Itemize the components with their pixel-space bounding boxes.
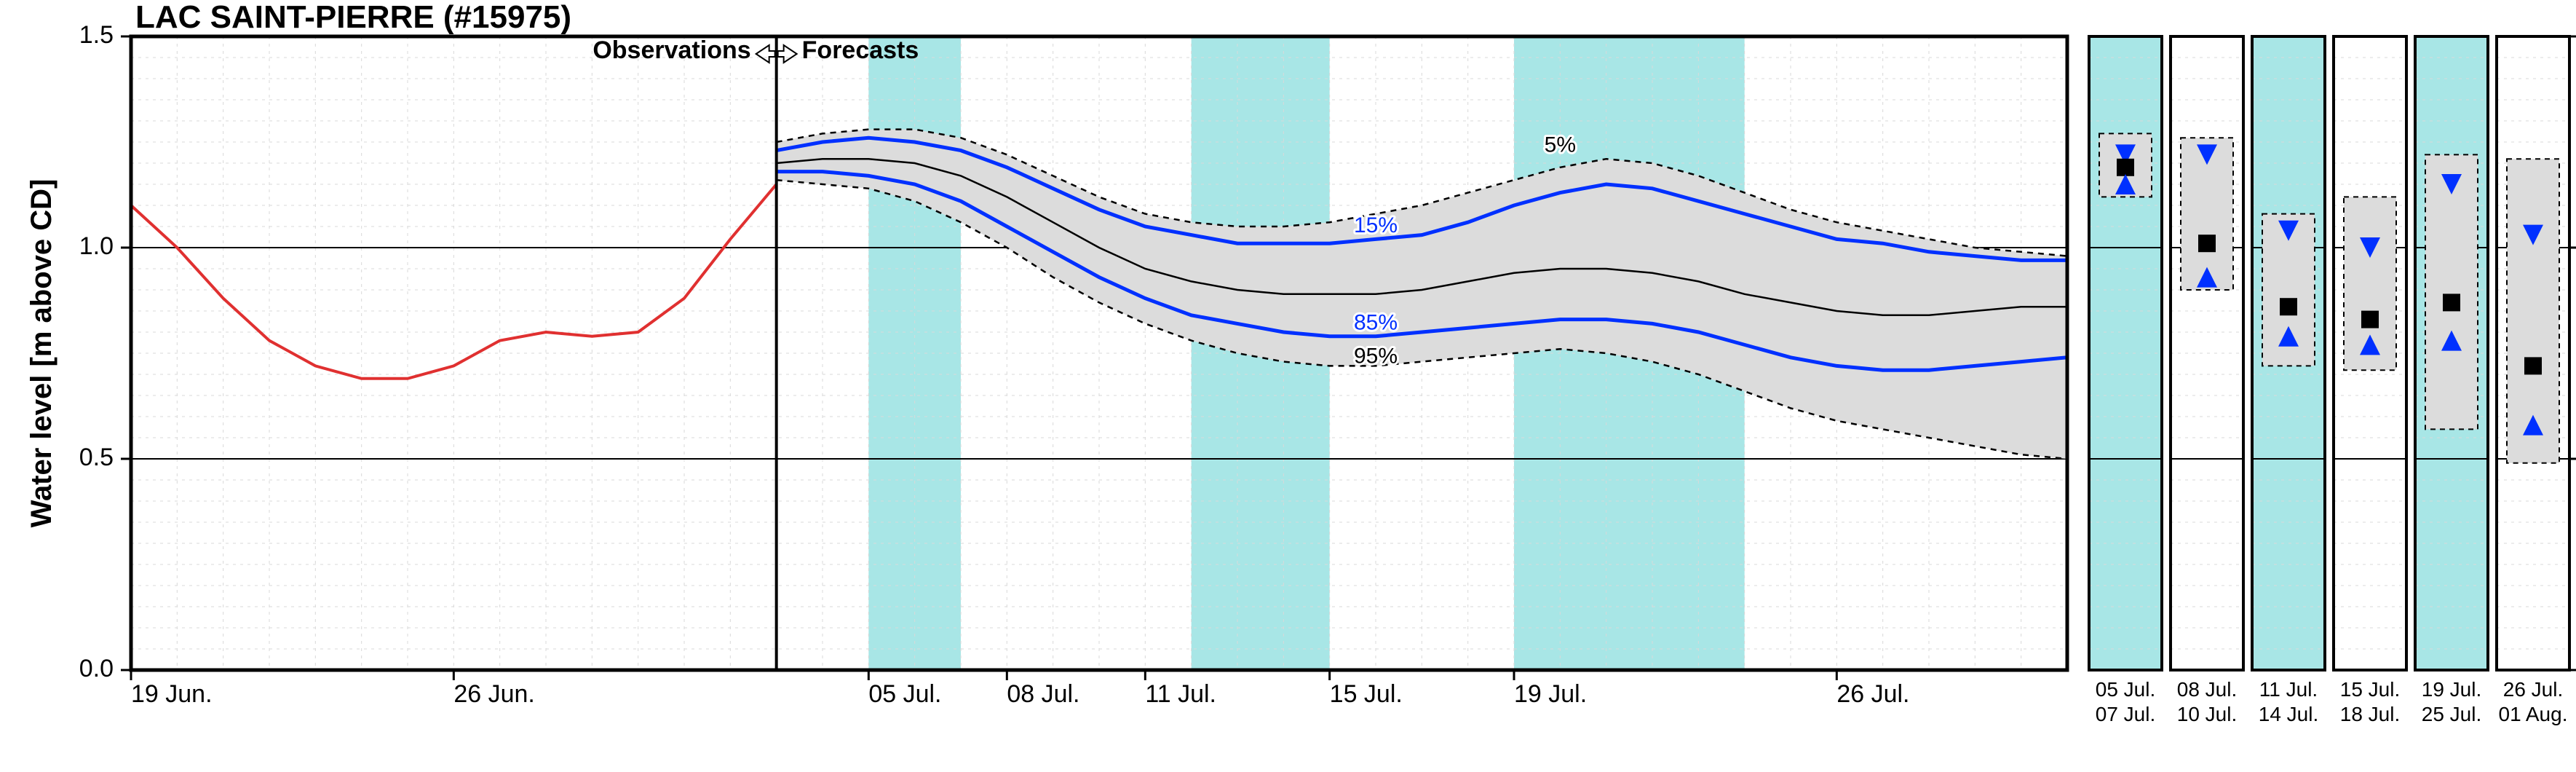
main-plot: 5%5% 15%15% 85%85% 95%95% Observations Foreca… (25, 0, 2067, 708)
strip-panel: 05 Jul.07 Jul. (2089, 36, 2162, 725)
x-tick-label: 08 Jul. (1007, 680, 1079, 708)
pct-label: 95%95% (1354, 344, 1398, 369)
strip-label-top: 05 Jul. (2096, 678, 2156, 701)
square-marker (2443, 294, 2460, 311)
strip-panel: 19 Jul.25 Jul. (2415, 36, 2488, 725)
strip-label-bottom: 14 Jul. (2259, 703, 2319, 725)
split-label-right: Forecasts (802, 36, 919, 64)
y-tick-label: 1.5 (79, 21, 114, 49)
square-marker (2524, 357, 2542, 374)
strip-panel: 08 Jul.10 Jul. (2171, 36, 2243, 725)
strip-panel: 15 Jul.18 Jul. (2334, 36, 2406, 725)
svg-text:85%: 85% (1354, 310, 1398, 334)
y-tick-label: 0.5 (79, 444, 114, 471)
y-axis-label: Water level [m above CD] (25, 179, 58, 528)
strip-label-bottom: 01 Aug. (2499, 703, 2568, 725)
strip-label-bottom: 10 Jul. (2177, 703, 2238, 725)
x-tick-label: 19 Jul. (1514, 680, 1587, 708)
svg-text:95%: 95% (1354, 344, 1398, 369)
strip-label-top: 08 Jul. (2177, 678, 2238, 701)
strip-label-top: 19 Jul. (2422, 678, 2482, 701)
x-tick-label: 11 Jul. (1145, 680, 1216, 708)
pct-label: 85%85% (1354, 310, 1398, 334)
x-tick-label: 19 Jun. (131, 680, 213, 708)
square-marker (2198, 235, 2216, 252)
split-label-left: Observations (593, 36, 750, 64)
x-tick-label: 26 Jun. (453, 680, 535, 708)
square-marker (2361, 311, 2379, 328)
y-tick-label: 0.0 (79, 655, 114, 682)
svg-text:15%: 15% (1354, 213, 1398, 237)
chart-root: 5%5% 15%15% 85%85% 95%95% Observations Foreca… (0, 0, 2576, 772)
strip-panel: 11 Jul.14 Jul. (2252, 36, 2325, 725)
square-marker (2280, 298, 2297, 315)
strip-label-top: 26 Jul. (2503, 678, 2564, 701)
pct-label: 5%5% (1545, 133, 1576, 157)
chart-title: LAC SAINT-PIERRE (#15975) (135, 0, 571, 35)
y-tick-label: 1.0 (79, 232, 114, 260)
strip-label-bottom: 25 Jul. (2422, 703, 2482, 725)
strip-panels: 05 Jul.07 Jul.08 Jul.10 Jul.11 Jul.14 Ju… (2089, 21, 2576, 725)
strip-label-bottom: 18 Jul. (2340, 703, 2401, 725)
strip-panel: 26 Jul.01 Aug. (2497, 36, 2569, 725)
x-tick-label: 26 Jul. (1836, 680, 1909, 708)
strip-label-bottom: 07 Jul. (2096, 703, 2156, 725)
pct-label: 15%15% (1354, 213, 1398, 237)
square-marker (2117, 159, 2134, 176)
strip-label-top: 15 Jul. (2340, 678, 2401, 701)
strip-label-top: 11 Jul. (2259, 678, 2318, 701)
x-tick-label: 15 Jul. (1330, 680, 1403, 708)
strip-range-box (2425, 154, 2478, 429)
svg-text:5%: 5% (1545, 133, 1576, 157)
chart-svg: 5%5% 15%15% 85%85% 95%95% Observations Foreca… (0, 0, 2576, 772)
x-tick-label: 05 Jul. (868, 680, 941, 708)
